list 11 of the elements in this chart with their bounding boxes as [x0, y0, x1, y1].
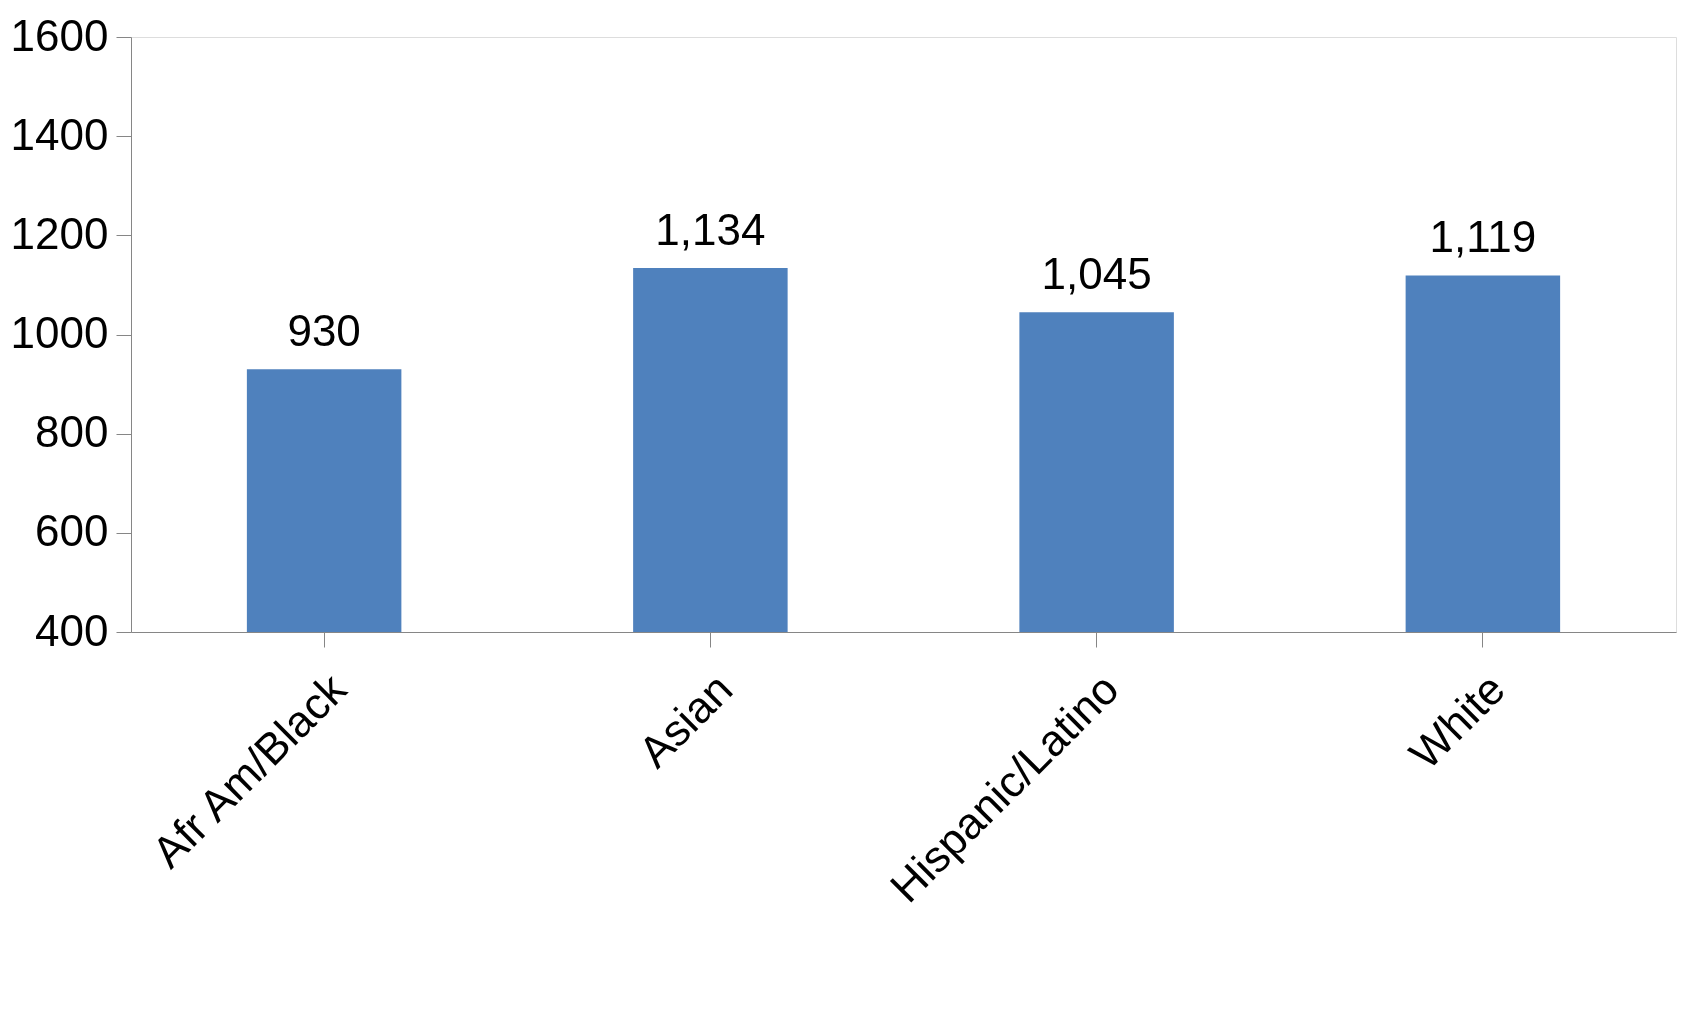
data-label: 1,119 [1429, 212, 1537, 262]
y-tick-label: 800 [35, 407, 109, 457]
y-tick-label: 400 [35, 605, 109, 655]
y-tick-label: 1600 [10, 10, 109, 60]
data-label: 930 [287, 306, 361, 356]
data-label: 1,134 [655, 205, 766, 255]
data-label: 1,045 [1041, 249, 1152, 299]
y-tick-label: 1000 [10, 308, 109, 357]
y-tick-label: 1400 [10, 109, 109, 159]
y-tick-label: 1200 [10, 208, 109, 258]
y-tick-label: 600 [35, 506, 109, 556]
